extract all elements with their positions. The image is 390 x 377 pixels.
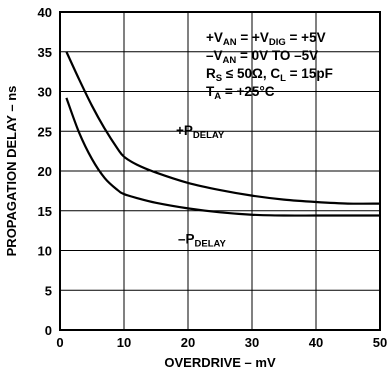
- condition-text: ≤ 50Ω, C: [222, 66, 280, 81]
- condition-text: T: [206, 84, 215, 99]
- condition-line: –VAN = 0V TO –5V: [206, 48, 318, 66]
- x-tick-label: 40: [309, 335, 323, 350]
- series-label-plus-pdelay: +PDELAY: [176, 123, 225, 141]
- x-tick-label: 30: [245, 335, 259, 350]
- condition-text: R: [206, 66, 216, 81]
- series-label-minus-pdelay: –PDELAY: [178, 232, 227, 250]
- tick-labels: 0 10 20 30 40 50 0 5 10 15 20 25 30 35 40: [38, 5, 388, 350]
- series-lines: [65, 51, 381, 217]
- y-tick-label: 0: [45, 323, 52, 338]
- condition-subscript: S: [216, 73, 222, 84]
- x-tick-label: 50: [373, 335, 387, 350]
- y-tick-label: 5: [45, 283, 52, 298]
- series-line-minus-pdelay: [65, 97, 380, 217]
- condition-line: RS ≤ 50Ω, CL = 15pF: [206, 66, 333, 84]
- condition-subscript: A: [214, 91, 221, 102]
- y-tick-label: 25: [38, 124, 52, 139]
- y-tick-label: 40: [38, 5, 52, 20]
- series-line-plus-pdelay: [65, 51, 381, 205]
- x-axis-label: OVERDRIVE – mV: [164, 355, 276, 370]
- series-label-subscript: DELAY: [195, 239, 227, 250]
- y-tick-label: 15: [38, 204, 52, 219]
- y-tick-label: 10: [38, 244, 52, 259]
- condition-line: +VAN = +VDIG = +5V: [206, 30, 326, 48]
- condition-text: –V: [206, 48, 223, 63]
- condition-text: = 15pF: [286, 66, 333, 81]
- condition-subscript: AN: [223, 55, 237, 66]
- series-label-subscript: DELAY: [193, 130, 225, 141]
- condition-text: = +25°C: [221, 84, 275, 99]
- condition-text: = +V: [237, 30, 269, 45]
- condition-text: +V: [206, 30, 223, 45]
- x-tick-label: 20: [181, 335, 195, 350]
- plot-frame: [59, 11, 381, 331]
- condition-line: TA = +25°C: [206, 84, 275, 102]
- condition-subscript: L: [280, 73, 286, 84]
- x-tick-label: 0: [56, 335, 63, 350]
- series-label-text: –P: [178, 232, 195, 247]
- y-axis-label: PROPAGATION DELAY – ns: [4, 86, 19, 257]
- y-tick-label: 35: [38, 45, 52, 60]
- series-label-text: +P: [176, 123, 193, 138]
- condition-text: = +5V: [286, 30, 326, 45]
- condition-text: = 0V TO –5V: [236, 48, 318, 63]
- x-tick-label: 10: [117, 335, 131, 350]
- condition-subscript: AN: [223, 37, 237, 48]
- series-labels: +PDELAY–PDELAY: [176, 123, 227, 249]
- y-tick-label: 20: [38, 164, 52, 179]
- condition-subscript: DIG: [269, 37, 286, 48]
- y-tick-label: 30: [38, 85, 52, 100]
